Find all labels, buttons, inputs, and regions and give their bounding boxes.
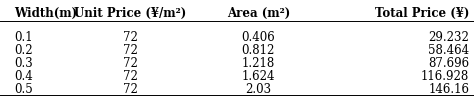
Text: 2.03: 2.03 (245, 83, 272, 96)
Text: 1.218: 1.218 (242, 57, 275, 70)
Text: 58.464: 58.464 (428, 44, 469, 57)
Text: 0.2: 0.2 (14, 44, 33, 57)
Text: Unit Price (¥/m²): Unit Price (¥/m²) (74, 7, 186, 20)
Text: 1.624: 1.624 (242, 70, 275, 83)
Text: 0.1: 0.1 (14, 31, 33, 44)
Text: 0.406: 0.406 (241, 31, 275, 44)
Text: 146.16: 146.16 (428, 83, 469, 96)
Text: 72: 72 (123, 44, 138, 57)
Text: 0.4: 0.4 (14, 70, 33, 83)
Text: 29.232: 29.232 (428, 31, 469, 44)
Text: 87.696: 87.696 (428, 57, 469, 70)
Text: 72: 72 (123, 31, 138, 44)
Text: 0.5: 0.5 (14, 83, 33, 96)
Text: 116.928: 116.928 (421, 70, 469, 83)
Text: Width(m): Width(m) (14, 7, 77, 20)
Text: 72: 72 (123, 83, 138, 96)
Text: Area (m²): Area (m²) (227, 7, 290, 20)
Text: 72: 72 (123, 57, 138, 70)
Text: 0.812: 0.812 (242, 44, 275, 57)
Text: 72: 72 (123, 70, 138, 83)
Text: 0.3: 0.3 (14, 57, 33, 70)
Text: Total Price (¥): Total Price (¥) (375, 7, 469, 20)
